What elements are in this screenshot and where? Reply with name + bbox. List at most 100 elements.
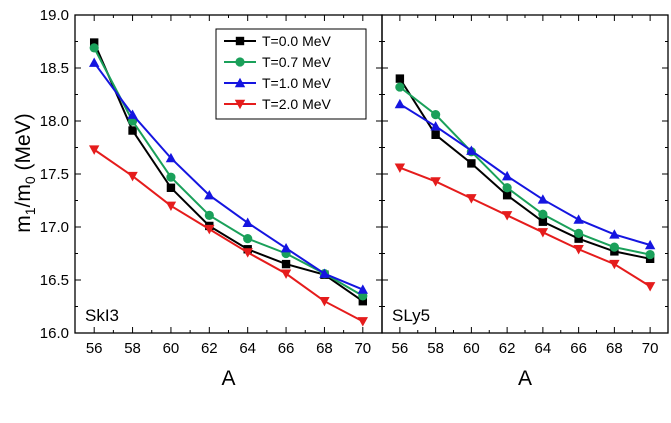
legend-label: T=2.0 MeV [262,96,332,112]
data-point [502,191,512,200]
panel-ski3: 16.0 16.5 17.0 17.5 18.0 18.5 19.0 56 58 60 62 64 66… [40,7,383,390]
x-tick-label: 60 [463,340,480,357]
series-line [399,86,651,256]
x-tick-label: 64 [239,340,256,357]
data-point [204,224,215,235]
legend-label: T=0.0 MeV [262,33,332,49]
x-tick-label: 56 [392,340,409,357]
x-tick-label: 66 [278,340,295,357]
x-tick-label: 58 [124,340,141,357]
panels-layer: 16.0 16.5 17.0 17.5 18.0 18.5 19.0 56 58 60 62 64 66… [40,7,669,390]
x-tick-label: 60 [163,340,180,357]
panel-label: SkI3 [85,306,119,325]
data-point [127,171,138,182]
data-point [89,38,99,47]
legend-label: T=1.0 MeV [262,75,332,91]
data-point [501,170,513,181]
series-line [399,103,651,246]
y-tick-label: 19.0 [40,7,69,24]
x-tick-label: 56 [86,340,103,357]
legend-marker [235,57,245,67]
data-point [204,190,215,200]
x-axis-title: A [518,367,532,390]
data-point [242,217,253,227]
x-tick-label: 66 [570,340,587,357]
panel-sly5: 56 58 60 62 64 66 68 70 A SLy5 [381,14,669,390]
data-point [88,145,100,155]
x-tick-label: 68 [316,340,333,357]
data-point [204,210,214,220]
data-point [466,194,477,204]
data-point [644,239,656,250]
x-axis-title: A [221,367,235,390]
x-tick-label: 70 [354,340,371,357]
series-1-0-mev [394,98,656,250]
data-point [243,234,253,244]
y-tick-label: 16.5 [40,272,69,289]
data-point [394,163,406,173]
data-point [280,269,292,279]
series-line [399,78,651,260]
data-point [502,183,512,193]
data-point [573,214,584,224]
data-point [467,159,476,168]
data-point [394,98,406,109]
data-point [537,194,549,204]
data-point [357,317,369,327]
y-axis-title: m1/m0 (MeV) [12,113,38,232]
x-tick-label: 62 [201,340,218,357]
data-point [645,249,655,260]
data-point [431,130,440,139]
legend: T=0.0 MeV T=0.7 MeV T=1.0 MeV T=2.0 MeV [215,28,367,120]
y-tick-label: 18.5 [40,60,69,77]
x-tick-label: 64 [535,340,552,357]
data-point [280,243,292,253]
data-point [358,297,368,306]
x-tick-label: 70 [642,340,659,357]
data-point [430,177,441,187]
data-point [281,259,291,269]
data-point [165,152,177,163]
data-point [609,259,620,270]
data-point [430,121,441,131]
data-point [319,297,330,307]
series-2-0-mev [394,163,656,292]
data-point [573,245,584,255]
legend-marker [235,36,245,46]
data-point [357,284,369,294]
data-point [166,172,176,182]
data-point [538,209,548,219]
legend-item: T=0.7 MeV [224,54,332,70]
data-point [609,229,620,239]
series-line [93,62,364,291]
series-line [93,148,364,323]
legend-label: T=0.7 MeV [262,54,332,70]
x-tick-label: 68 [606,340,623,357]
data-point [88,57,100,67]
data-point [127,109,138,119]
y-tick-label: 17.5 [40,166,69,183]
data-point [166,183,176,192]
legend-item: T=0.0 MeV [224,33,332,49]
y-tick-label: 18.0 [40,113,69,130]
x-tick-label: 62 [499,340,516,357]
legend-item: T=2.0 MeV [224,96,332,112]
data-point [574,234,583,243]
panel-label: SLy5 [392,306,430,325]
data-point [128,126,137,135]
data-point [319,268,330,278]
series-line [93,42,364,303]
series-line [399,166,651,288]
data-point [395,82,405,92]
y-tick-label: 17.0 [40,219,69,236]
data-point [501,211,513,221]
data-point [574,228,584,238]
data-point [431,110,441,120]
data-point [538,217,548,226]
legend-marker [234,99,246,110]
plot-frame [381,14,669,334]
data-point [242,248,253,258]
data-point [609,242,619,252]
series-1-0-mev [88,57,369,294]
